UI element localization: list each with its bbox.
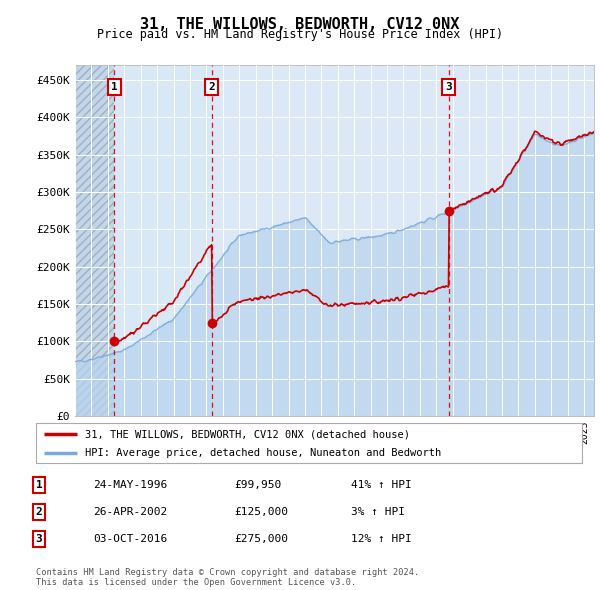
Text: £99,950: £99,950 [234, 480, 281, 490]
Bar [114, 65, 212, 416]
Text: £125,000: £125,000 [234, 507, 288, 517]
Text: 26-APR-2002: 26-APR-2002 [93, 507, 167, 517]
Text: 3: 3 [445, 83, 452, 92]
Text: 3% ↑ HPI: 3% ↑ HPI [351, 507, 405, 517]
Text: 2: 2 [208, 83, 215, 92]
Text: HPI: Average price, detached house, Nuneaton and Bedworth: HPI: Average price, detached house, Nune… [85, 448, 442, 458]
Text: 1: 1 [35, 480, 43, 490]
Text: Price paid vs. HM Land Registry's House Price Index (HPI): Price paid vs. HM Land Registry's House … [97, 28, 503, 41]
FancyBboxPatch shape [36, 423, 582, 463]
Text: 2: 2 [35, 507, 43, 517]
Bar [75, 65, 114, 416]
Text: 3: 3 [35, 535, 43, 544]
Text: 31, THE WILLOWS, BEDWORTH, CV12 0NX: 31, THE WILLOWS, BEDWORTH, CV12 0NX [140, 17, 460, 31]
Text: 31, THE WILLOWS, BEDWORTH, CV12 0NX (detached house): 31, THE WILLOWS, BEDWORTH, CV12 0NX (det… [85, 430, 410, 440]
Text: 41% ↑ HPI: 41% ↑ HPI [351, 480, 412, 490]
Text: 1: 1 [111, 83, 118, 92]
Text: 03-OCT-2016: 03-OCT-2016 [93, 535, 167, 544]
Text: 12% ↑ HPI: 12% ↑ HPI [351, 535, 412, 544]
Text: £275,000: £275,000 [234, 535, 288, 544]
Text: Contains HM Land Registry data © Crown copyright and database right 2024.
This d: Contains HM Land Registry data © Crown c… [36, 568, 419, 587]
Text: 24-MAY-1996: 24-MAY-1996 [93, 480, 167, 490]
